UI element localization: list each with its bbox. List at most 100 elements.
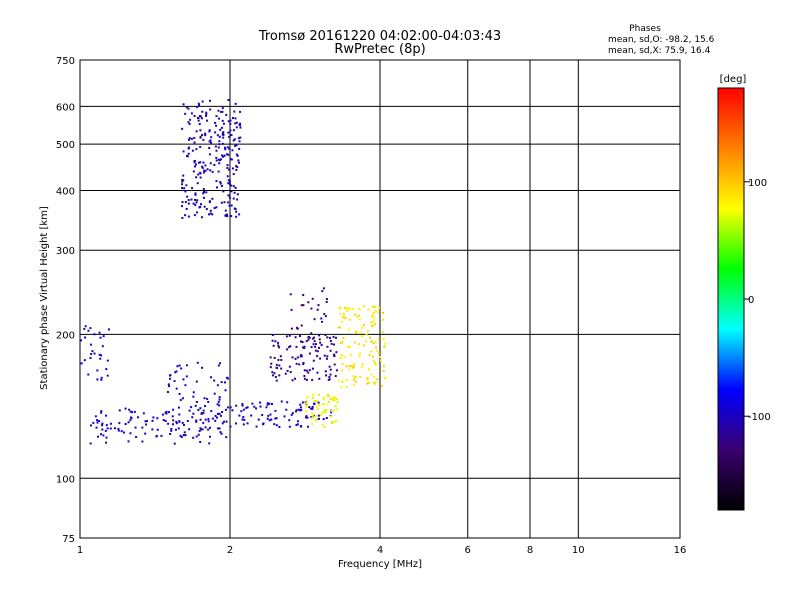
- data-point: [202, 190, 205, 193]
- data-point: [367, 368, 370, 371]
- data-point: [374, 364, 377, 367]
- data-point: [199, 407, 202, 410]
- data-point: [195, 106, 198, 109]
- data-point: [151, 419, 154, 422]
- data-point: [92, 421, 95, 424]
- data-point: [318, 377, 321, 380]
- data-point: [341, 380, 344, 383]
- data-point: [205, 208, 208, 211]
- data-point: [336, 401, 339, 404]
- data-point: [213, 207, 216, 210]
- data-point: [302, 294, 305, 297]
- data-point: [194, 192, 197, 195]
- data-point: [315, 400, 318, 403]
- data-point: [102, 335, 105, 338]
- data-point: [363, 323, 366, 326]
- data-point: [194, 193, 197, 196]
- data-point: [177, 427, 180, 430]
- data-point: [190, 137, 193, 140]
- data-point: [180, 367, 183, 370]
- data-point: [96, 435, 99, 438]
- data-point: [227, 131, 230, 134]
- data-point: [378, 356, 381, 359]
- data-point: [217, 364, 220, 367]
- data-point: [374, 362, 377, 365]
- data-point: [219, 431, 222, 434]
- data-point: [193, 115, 196, 118]
- data-point: [100, 411, 103, 414]
- data-point: [186, 420, 189, 423]
- data-point: [354, 331, 357, 334]
- data-point: [313, 402, 316, 405]
- data-point: [221, 142, 224, 145]
- data-point: [274, 340, 277, 343]
- data-point: [240, 410, 243, 413]
- data-point: [366, 378, 369, 381]
- data-point: [95, 426, 98, 429]
- data-point: [167, 422, 170, 425]
- data-point: [182, 434, 185, 437]
- data-point: [373, 317, 376, 320]
- data-point: [223, 146, 226, 149]
- data-point: [233, 138, 236, 141]
- data-point: [324, 333, 327, 336]
- data-point: [303, 377, 306, 380]
- data-point: [181, 421, 184, 424]
- data-point: [168, 377, 171, 380]
- data-point: [353, 383, 356, 386]
- data-point: [195, 380, 198, 383]
- data-point: [360, 366, 363, 369]
- data-point: [195, 176, 198, 179]
- data-point: [141, 426, 144, 429]
- data-point: [381, 311, 384, 314]
- data-point: [188, 122, 191, 125]
- data-point: [305, 340, 308, 343]
- data-point: [172, 419, 175, 422]
- data-point: [236, 154, 239, 157]
- data-point: [351, 307, 354, 310]
- data-point: [100, 378, 103, 381]
- data-point: [220, 201, 223, 204]
- data-point: [155, 434, 158, 437]
- data-point: [374, 306, 377, 309]
- data-point: [356, 315, 359, 318]
- data-point: [223, 201, 226, 204]
- data-point: [313, 318, 316, 321]
- data-point: [348, 307, 351, 310]
- data-point: [336, 408, 339, 411]
- data-point: [305, 399, 308, 402]
- data-point: [222, 190, 225, 193]
- data-point: [166, 391, 169, 394]
- data-point: [288, 365, 291, 368]
- data-point: [99, 336, 102, 339]
- data-point: [303, 369, 306, 372]
- data-point: [182, 179, 185, 182]
- data-point: [269, 413, 272, 416]
- data-point: [246, 406, 249, 409]
- data-point: [353, 362, 356, 365]
- data-point: [309, 407, 312, 410]
- data-point: [101, 424, 104, 427]
- data-point: [101, 422, 104, 425]
- data-point: [232, 173, 235, 176]
- data-point: [300, 355, 303, 358]
- data-point: [200, 412, 203, 415]
- data-point: [89, 424, 92, 427]
- data-point: [106, 427, 109, 430]
- data-point: [325, 357, 328, 360]
- data-point: [219, 128, 222, 131]
- data-point: [368, 353, 371, 356]
- chart-title: Tromsø 20161220 04:02:00-04:03:43: [258, 29, 501, 44]
- data-point: [213, 392, 216, 395]
- data-point: [311, 378, 314, 381]
- data-point: [197, 119, 200, 122]
- data-point: [339, 312, 342, 315]
- colorbar-tick-label: -100: [748, 412, 771, 423]
- data-point: [117, 429, 120, 432]
- data-point: [225, 376, 228, 379]
- data-point: [366, 382, 369, 385]
- data-point: [109, 427, 112, 430]
- data-point: [308, 336, 311, 339]
- data-point: [341, 316, 344, 319]
